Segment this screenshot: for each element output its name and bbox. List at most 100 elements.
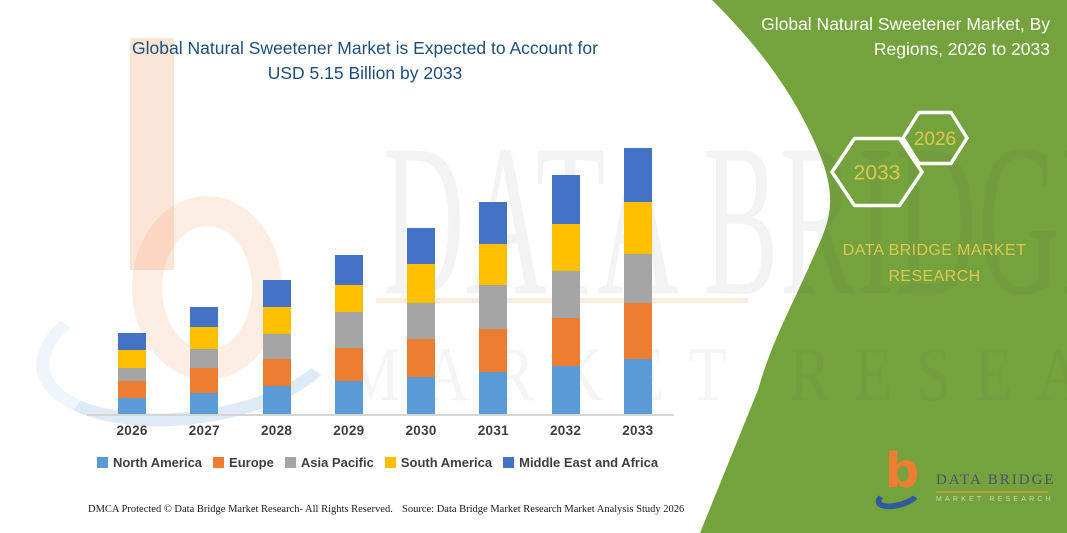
chart-title: Global Natural Sweetener Market is Expec… <box>85 36 645 86</box>
bar-column-2029 <box>313 138 385 414</box>
bar-segment-2030-asia-pacific <box>407 302 436 339</box>
bar-segment-2030-europe <box>407 338 436 377</box>
bar-column-2027 <box>168 138 240 414</box>
legend-swatch-icon <box>96 457 108 468</box>
x-axis-label-2028: 2028 <box>261 423 293 438</box>
x-axis-label-2029: 2029 <box>333 423 365 438</box>
bar-segment-2031-middle-east-and-africa <box>479 202 508 245</box>
stacked-bar-2032 <box>551 174 580 414</box>
bar-segment-2028-asia-pacific <box>262 334 291 360</box>
bar-segment-2030-south-america <box>407 264 436 303</box>
x-axis-line <box>87 414 674 416</box>
bar-segment-2032-south-america <box>551 223 580 271</box>
chart-legend: North America Europe Asia Pacific South Ame… <box>55 455 700 470</box>
bar-segment-2028-south-america <box>262 307 291 335</box>
footer-source-text: Source: Data Bridge Market Research Mark… <box>402 504 685 515</box>
chart-title-line1: Global Natural Sweetener Market is Expec… <box>132 38 598 58</box>
legend-swatch-icon <box>213 457 225 468</box>
panel-brand-line1: DATA BRIDGE MARKET <box>842 242 1027 259</box>
bar-segment-2027-asia-pacific <box>190 348 219 368</box>
stacked-bar-2026 <box>118 332 147 414</box>
stacked-bar-2027 <box>190 306 219 414</box>
bar-segment-2026-middle-east-and-africa <box>118 332 147 351</box>
legend-label: North America <box>112 455 203 470</box>
x-axis-label-2032: 2032 <box>550 423 582 438</box>
stacked-bar-2030 <box>407 227 436 414</box>
x-axis-label-2033: 2033 <box>622 423 654 438</box>
bar-segment-2031-north-america <box>479 372 508 414</box>
bar-segment-2028-europe <box>262 359 291 387</box>
bar-segment-2029-asia-pacific <box>334 311 363 348</box>
legend-swatch-icon <box>384 457 396 468</box>
bar-segment-2032-asia-pacific <box>551 270 580 318</box>
chart-title-line2: USD 5.15 Billion by 2033 <box>267 63 463 83</box>
legend-label: Middle East and Africa <box>519 455 659 470</box>
bar-segment-2033-south-america <box>623 202 652 255</box>
legend-item-europe: Europe <box>213 455 274 470</box>
company-logo-name: DATA BRIDGE <box>936 472 1056 488</box>
bar-plot-area <box>96 138 674 414</box>
x-axis-label-2030: 2030 <box>405 423 437 438</box>
bar-segment-2027-europe <box>190 367 219 394</box>
bar-segment-2026-asia-pacific <box>118 367 147 381</box>
bar-column-2033 <box>602 138 674 414</box>
hexagon-2026 <box>901 110 969 166</box>
hexagon-badges: 2026 2033 <box>830 110 969 208</box>
bar-column-2030 <box>385 138 457 414</box>
legend-swatch-icon <box>284 457 296 468</box>
bar-segment-2029-europe <box>334 347 363 381</box>
bar-segment-2033-north-america <box>623 358 652 414</box>
x-axis-label-2027: 2027 <box>188 423 220 438</box>
bar-segment-2027-south-america <box>190 327 219 349</box>
x-axis-labels: 2026 2027 2028 2029 2030 2031 2032 2033 <box>96 423 674 438</box>
stacked-bar-2029 <box>334 255 363 414</box>
legend-swatch-icon <box>503 457 515 468</box>
bar-segment-2028-middle-east-and-africa <box>262 280 291 308</box>
bar-segment-2032-north-america <box>551 366 580 414</box>
stacked-bar-2031 <box>479 202 508 414</box>
company-logo-subtitle: MARKET RESEARCH <box>936 495 1054 503</box>
bar-segment-2033-middle-east-and-africa <box>623 148 652 203</box>
bar-segment-2026-north-america <box>118 397 147 414</box>
bar-segment-2029-middle-east-and-africa <box>334 255 363 286</box>
bar-segment-2027-middle-east-and-africa <box>190 306 219 328</box>
company-logo-text: DATA BRIDGE MARKET RESEARCH <box>936 472 1056 503</box>
bar-segment-2026-europe <box>118 381 147 398</box>
x-axis-label-2031: 2031 <box>477 423 509 438</box>
bar-column-2032 <box>530 138 602 414</box>
legend-item-south-america: South America <box>384 455 493 470</box>
bar-segment-2032-middle-east-and-africa <box>551 174 580 224</box>
hexagon-2033-label: 2033 <box>854 162 901 185</box>
hexagon-2026-label: 2026 <box>914 129 956 150</box>
legend-item-middle-east-and-africa: Middle East and Africa <box>503 455 658 470</box>
panel-brand-line2: RESEARCH <box>888 268 981 285</box>
panel-title-line1: Global Natural Sweetener Market, By <box>761 14 1050 34</box>
company-logo-mark: b <box>872 443 931 514</box>
legend-label: Asia Pacific <box>300 455 374 470</box>
panel-title-line2: Regions, 2026 to 2033 <box>873 39 1050 59</box>
green-panel-path <box>700 0 1067 533</box>
legend-label: Europe <box>229 455 274 470</box>
bar-segment-2027-north-america <box>190 393 219 414</box>
bar-column-2028 <box>241 138 313 414</box>
footer-dmca-text: DMCA Protected © Data Bridge Market Rese… <box>88 504 393 515</box>
logo-swoosh-icon <box>872 480 924 514</box>
legend-label: South America <box>400 455 493 470</box>
bar-segment-2032-europe <box>551 317 580 366</box>
bar-segment-2029-north-america <box>334 381 363 414</box>
logo-gold-rule <box>936 491 1048 493</box>
bar-segment-2031-europe <box>479 329 508 373</box>
bar-segment-2033-asia-pacific <box>623 254 652 303</box>
bar-segment-2030-middle-east-and-africa <box>407 227 436 265</box>
stacked-bar-2033 <box>623 148 652 414</box>
bar-segment-2028-north-america <box>262 386 291 414</box>
bar-segment-2026-south-america <box>118 350 147 368</box>
panel-title: Global Natural Sweetener Market, By Regi… <box>730 12 1050 62</box>
bar-segment-2033-europe <box>623 302 652 359</box>
x-axis-label-2026: 2026 <box>116 423 148 438</box>
bar-segment-2031-asia-pacific <box>479 284 508 330</box>
bar-segment-2030-north-america <box>407 376 436 414</box>
company-logo: b DATA BRIDGE MARKET RESEARCH <box>872 443 1056 518</box>
bar-segment-2031-south-america <box>479 244 508 285</box>
